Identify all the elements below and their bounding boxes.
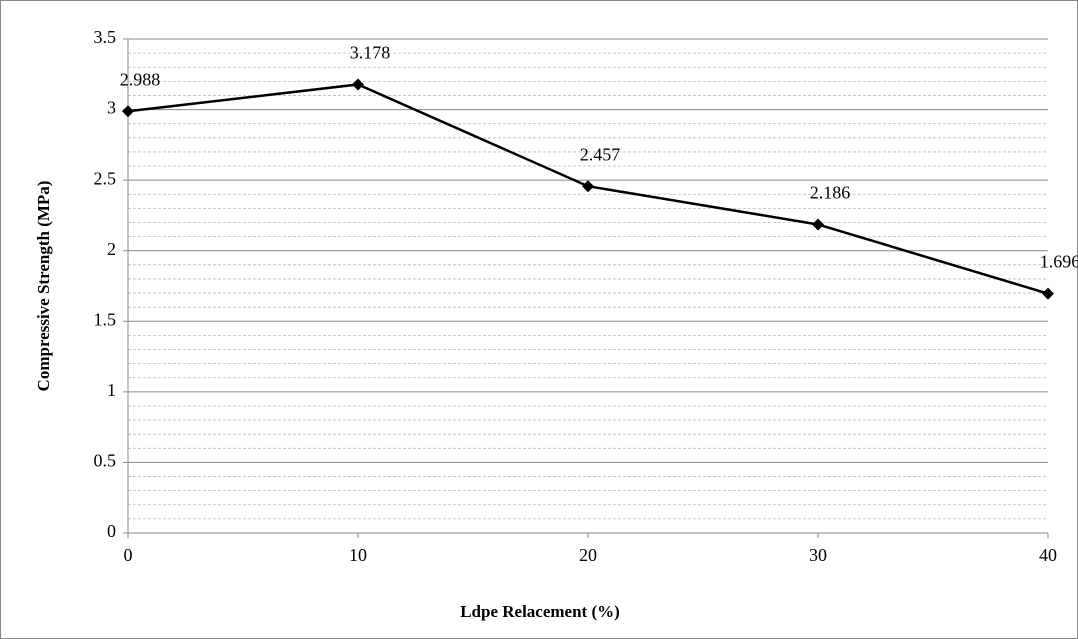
- y-tick-label: 0.5: [94, 451, 117, 471]
- data-label: 3.178: [350, 43, 391, 63]
- y-tick-label: 2: [107, 239, 116, 259]
- marker: [1042, 287, 1054, 300]
- marker: [122, 105, 134, 118]
- data-label: 1.696: [1040, 252, 1078, 272]
- data-label: 2.186: [810, 183, 851, 203]
- x-tick-label: 20: [579, 545, 597, 565]
- y-tick-label: 1: [107, 380, 116, 400]
- marker: [812, 218, 824, 231]
- y-tick-label: 2.5: [94, 168, 117, 188]
- y-tick-label: 1.5: [94, 309, 117, 329]
- marker: [582, 180, 594, 193]
- x-tick-label: 0: [124, 545, 133, 565]
- data-label: 2.988: [120, 69, 161, 89]
- x-tick-label: 30: [809, 545, 827, 565]
- marker: [352, 78, 364, 91]
- y-tick-label: 3.5: [94, 27, 117, 47]
- x-tick-label: 10: [349, 545, 367, 565]
- x-axis-title: Ldpe Relacement (%): [460, 602, 620, 621]
- x-tick-label: 40: [1039, 545, 1057, 565]
- y-tick-label: 0: [107, 521, 116, 541]
- data-label: 2.457: [580, 144, 621, 164]
- y-axis-title: Compressive Strength (MPa): [34, 181, 53, 392]
- y-tick-label: 3: [107, 98, 116, 118]
